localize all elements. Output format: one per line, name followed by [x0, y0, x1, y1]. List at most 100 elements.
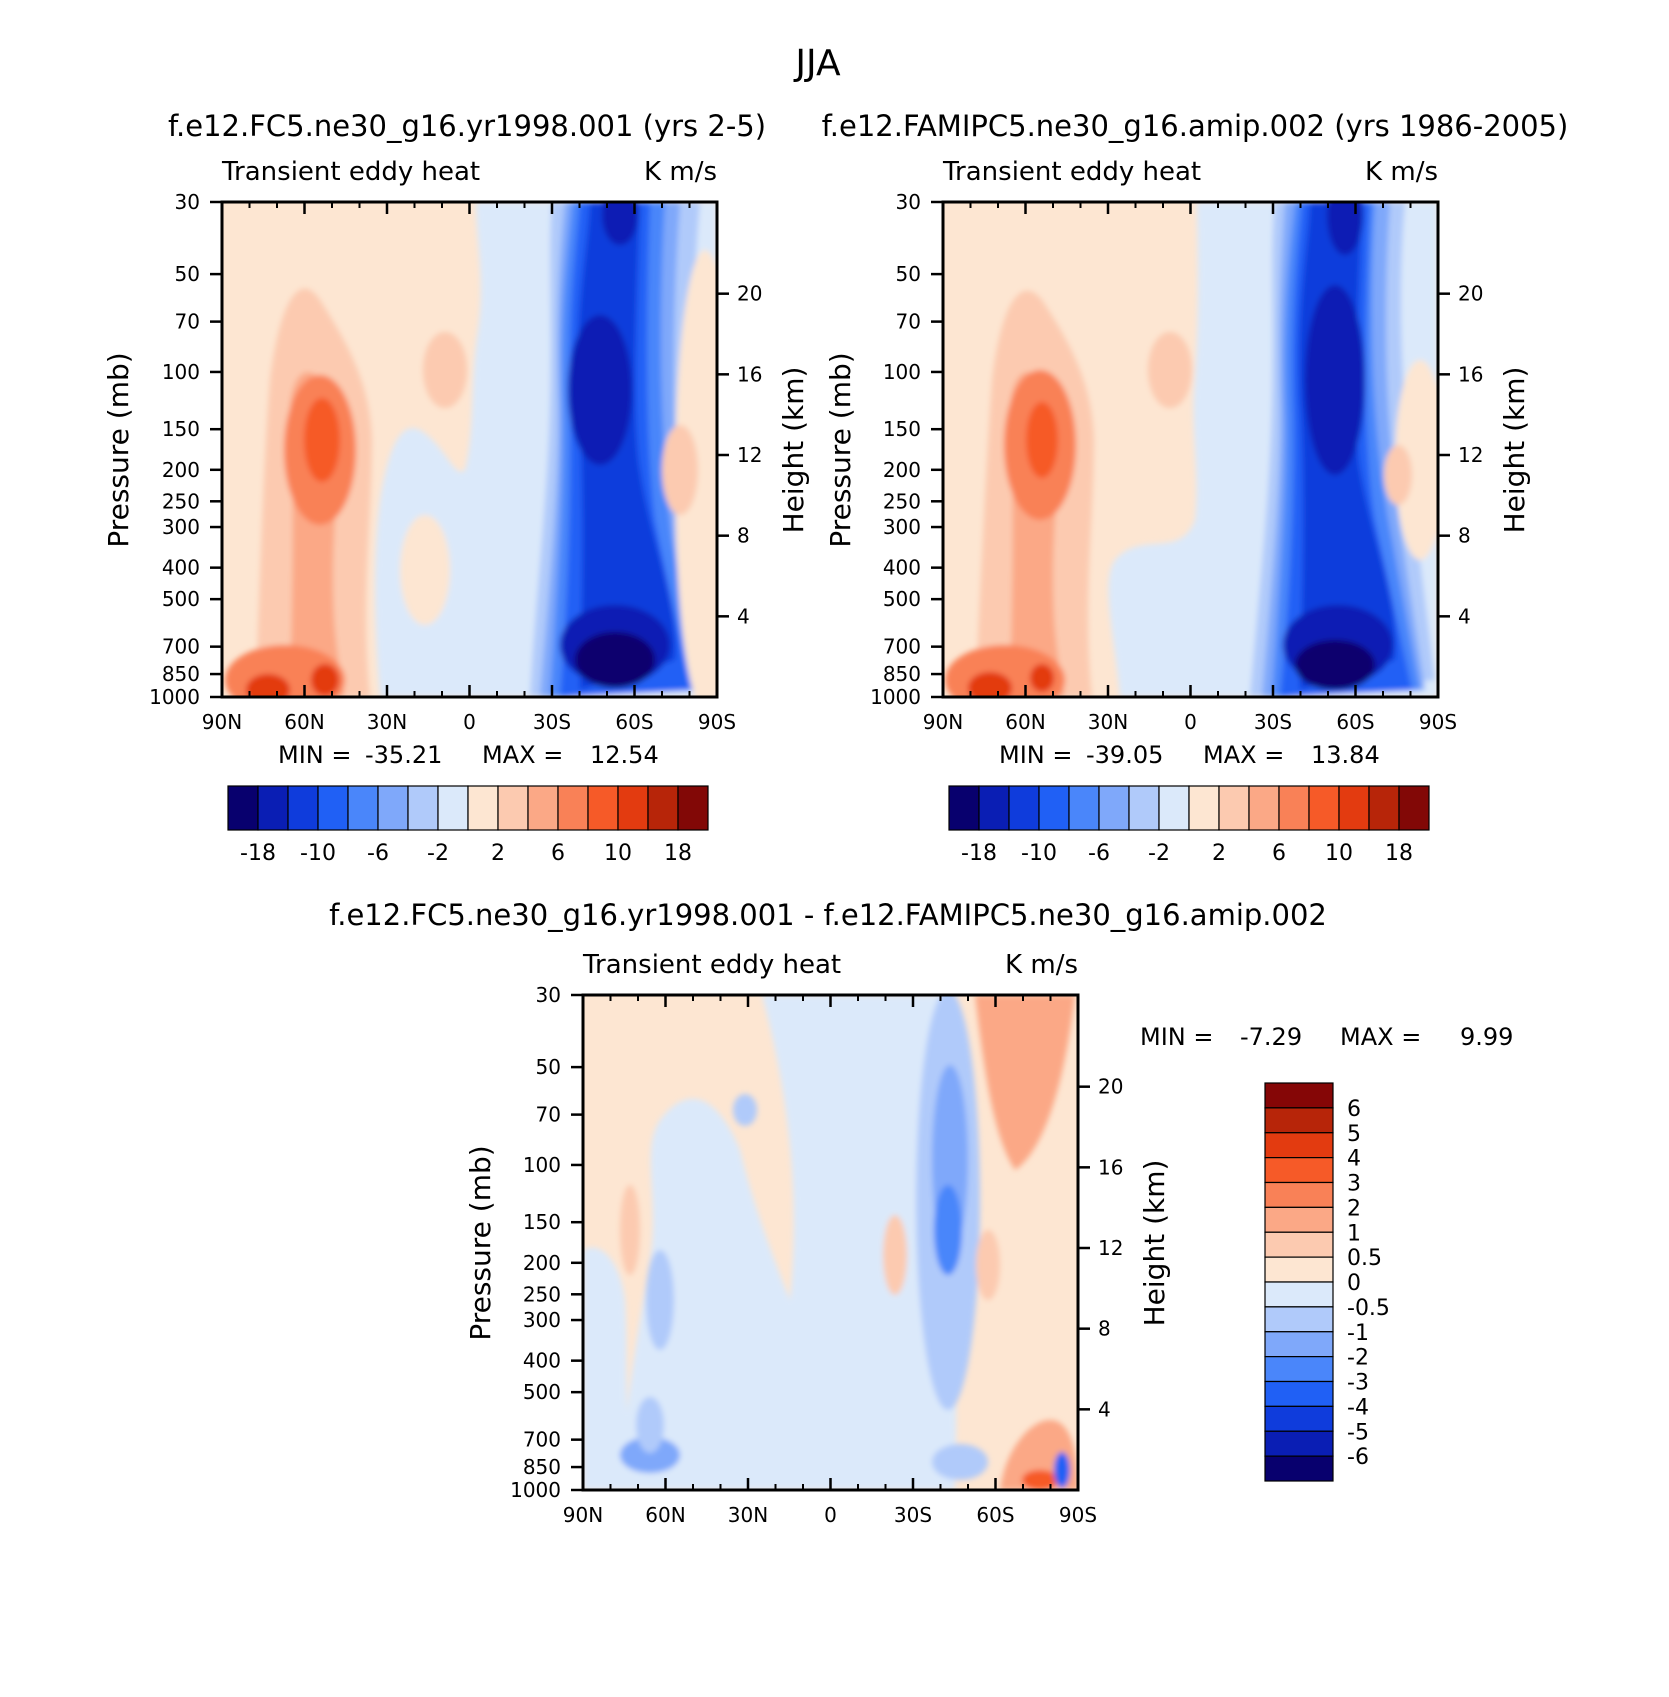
- y-right-tick-label: 12: [1458, 443, 1483, 467]
- colorbar-swatch: [1264, 1331, 1334, 1358]
- y-right-tick-label: 8: [1098, 1317, 1111, 1341]
- colorbar-label: 1: [1347, 1221, 1361, 1246]
- y-tick-label: 150: [523, 1210, 561, 1234]
- y-tick-label: 400: [162, 556, 200, 580]
- colorbar-label: 18: [1385, 841, 1413, 866]
- x-tick-label: 30N: [1088, 710, 1128, 734]
- field-positive-lower-core-2: [1030, 664, 1054, 692]
- field-positive-bottom-core: [1022, 1470, 1058, 1490]
- y-right-tick-label: 8: [737, 524, 750, 548]
- panel-model-field: [222, 202, 717, 697]
- y-right-tick-label: 16: [1458, 362, 1483, 386]
- panel-model-min-label: MIN =: [278, 741, 351, 769]
- field-positive-spot-eq: [423, 332, 467, 408]
- colorbar-swatch: [1264, 1082, 1334, 1109]
- colorbar-swatch: [1264, 1107, 1334, 1134]
- colorbar-swatch: [317, 785, 349, 831]
- field-negative-spot-b: [620, 1437, 680, 1473]
- x-tick-label: 0: [1184, 710, 1197, 734]
- panel-control-ylabel-right: Height (km): [1498, 367, 1531, 534]
- field-positive-high-lat: [1395, 360, 1438, 560]
- colorbar-swatch: [467, 785, 499, 831]
- panel-model-colorbar: -18 -10 -6 -2 2 6 10 18: [227, 785, 709, 866]
- field-positive-upper-core: [304, 398, 340, 482]
- colorbar-swatch: [1008, 785, 1040, 831]
- y-right-tick-label: 4: [737, 604, 750, 628]
- field-negative-spot-c: [636, 1397, 664, 1453]
- colorbar-label: 4: [1347, 1147, 1361, 1172]
- colorbar-swatch: [1308, 785, 1340, 831]
- y-tick-label: 1000: [149, 685, 200, 709]
- field-positive-lower-core: [246, 674, 290, 697]
- colorbar-swatch: [1368, 785, 1400, 831]
- colorbar-label: 2: [1347, 1196, 1361, 1221]
- colorbar-label: 5: [1347, 1122, 1361, 1147]
- y-tick-label: 150: [162, 417, 200, 441]
- colorbar-label: -5: [1347, 1420, 1369, 1445]
- y-tick-label: 70: [175, 310, 200, 334]
- field-negative-top: [1327, 202, 1363, 255]
- field-negative-column-core: [934, 1185, 962, 1275]
- field-positive-spot-eq: [1148, 332, 1192, 408]
- panel-model-subtitle-right: K m/s: [644, 157, 717, 187]
- x-tick-label: 90S: [1419, 710, 1457, 734]
- colorbar-label: -6: [367, 841, 389, 866]
- y-tick-label: 300: [162, 515, 200, 539]
- field-positive-spot-south: [1384, 445, 1412, 505]
- colorbar-label: -0.5: [1347, 1296, 1390, 1321]
- colorbar-swatch: [1264, 1380, 1334, 1407]
- panel-difference-subtitle-right: K m/s: [1005, 950, 1078, 980]
- colorbar-label: -6: [1347, 1445, 1369, 1470]
- y-tick-label: 250: [883, 489, 921, 513]
- colorbar-swatch: [287, 785, 319, 831]
- colorbar-swatch: [1264, 1455, 1334, 1482]
- colorbar-swatch: [1278, 785, 1310, 831]
- y-tick-label: 150: [883, 417, 921, 441]
- colorbar-label: 6: [551, 841, 565, 866]
- y-tick-label: 50: [175, 262, 200, 286]
- y-tick-label: 200: [162, 458, 200, 482]
- field-positive-south-spot: [976, 1230, 1000, 1300]
- y-right-tick-label: 4: [1458, 604, 1471, 628]
- y-tick-label: 1000: [510, 1478, 561, 1502]
- x-tick-label: 60N: [645, 1503, 685, 1527]
- y-right-tick-label: 12: [737, 443, 762, 467]
- panel-difference-min-label: MIN =: [1140, 1023, 1213, 1051]
- y-tick-label: 300: [883, 515, 921, 539]
- colorbar-swatch: [557, 785, 589, 831]
- colorbar-swatch: [407, 785, 439, 831]
- y-tick-label: 700: [883, 635, 921, 659]
- panel-model-max-value: 12.54: [590, 741, 659, 769]
- x-tick-label: 60N: [284, 710, 324, 734]
- colorbar-label: 10: [1325, 841, 1353, 866]
- y-tick-label: 500: [883, 587, 921, 611]
- x-tick-label: 90N: [563, 1503, 603, 1527]
- y-tick-label: 200: [523, 1251, 561, 1275]
- y-tick-label: 700: [523, 1428, 561, 1452]
- colorbar-swatch: [1264, 1181, 1334, 1208]
- panel-difference-ylabel-right: Height (km): [1138, 1160, 1171, 1327]
- colorbar-swatch: [1158, 785, 1190, 831]
- colorbar-swatch: [1264, 1157, 1334, 1184]
- panel-difference-min-value: -7.29: [1240, 1023, 1302, 1051]
- panel-difference-title: f.e12.FC5.ne30_g16.yr1998.001 - f.e12.FA…: [329, 898, 1327, 932]
- field-negative-spot-a: [646, 1250, 674, 1350]
- colorbar-swatch: [377, 785, 409, 831]
- x-tick-label: 90N: [923, 710, 963, 734]
- field-weak-negative-spot: [400, 515, 450, 625]
- field-positive-spot-a: [883, 1215, 907, 1295]
- colorbar-swatch: [1264, 1405, 1334, 1432]
- colorbar-swatch: [347, 785, 379, 831]
- figure-title: JJA: [793, 43, 841, 84]
- y-right-tick-label: 4: [1098, 1397, 1111, 1421]
- colorbar-swatch: [1128, 785, 1160, 831]
- colorbar-swatch: [617, 785, 649, 831]
- field-positive-spot-south: [662, 425, 698, 515]
- field-negative-mid: [620, 995, 957, 1490]
- y-tick-label: 100: [883, 360, 921, 384]
- x-tick-label: 60S: [1336, 710, 1374, 734]
- y-right-tick-label: 20: [1458, 282, 1483, 306]
- panel-model-max-label: MAX =: [482, 741, 563, 769]
- x-tick-label: 90S: [698, 710, 736, 734]
